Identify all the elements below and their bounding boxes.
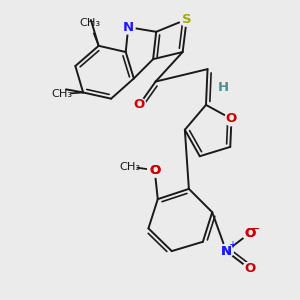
Circle shape	[243, 226, 256, 240]
Circle shape	[219, 244, 233, 258]
Circle shape	[148, 164, 161, 177]
Text: O: O	[134, 98, 145, 111]
Circle shape	[243, 262, 256, 276]
Circle shape	[216, 81, 230, 94]
Text: H: H	[218, 81, 229, 94]
Text: S: S	[182, 13, 191, 26]
Text: N: N	[220, 244, 232, 258]
Text: O: O	[244, 227, 255, 240]
Text: O: O	[244, 262, 255, 275]
Text: CH₃: CH₃	[51, 89, 73, 99]
Circle shape	[219, 244, 233, 258]
Circle shape	[132, 98, 146, 112]
Circle shape	[180, 13, 194, 26]
Text: +: +	[228, 241, 236, 250]
Text: O: O	[244, 227, 255, 240]
Text: N: N	[220, 244, 232, 258]
Text: O: O	[149, 164, 160, 177]
Text: O: O	[226, 112, 237, 125]
Text: O: O	[149, 164, 160, 177]
Text: CH₃: CH₃	[119, 162, 140, 172]
Circle shape	[225, 112, 238, 126]
Circle shape	[122, 20, 135, 34]
Text: N: N	[123, 21, 134, 34]
Circle shape	[148, 164, 161, 177]
Circle shape	[243, 226, 256, 240]
Text: −: −	[250, 223, 260, 236]
Text: CH₃: CH₃	[80, 18, 100, 28]
